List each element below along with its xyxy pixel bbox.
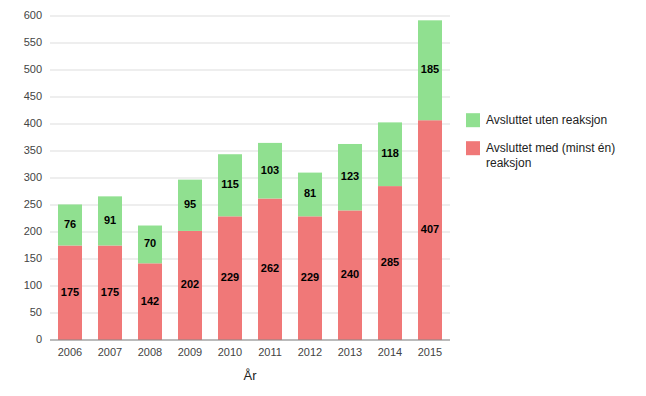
data-label: 240 — [341, 268, 359, 280]
grid-line — [50, 340, 450, 341]
chart-svg: 0501001502002503003504004505005506001751… — [0, 0, 646, 396]
chart-container: 0501001502002503003504004505005506001751… — [0, 0, 646, 396]
bar-segment — [298, 173, 322, 217]
y-tick-label: 400 — [24, 117, 42, 129]
bar-segment — [418, 20, 442, 120]
grid-line — [50, 70, 450, 71]
bar-segment — [378, 186, 402, 340]
data-label: 229 — [221, 271, 239, 283]
y-tick-label: 550 — [24, 36, 42, 48]
data-label: 95 — [184, 198, 196, 210]
bar-segment — [138, 263, 162, 340]
data-label: 142 — [141, 295, 159, 307]
data-label: 202 — [181, 278, 199, 290]
x-tick-label: 2010 — [218, 346, 242, 358]
data-label: 70 — [144, 237, 156, 249]
x-tick-label: 2008 — [138, 346, 162, 358]
grid-line — [50, 97, 450, 98]
legend: Avsluttet uten reaksjon Avsluttet med (mi… — [466, 113, 615, 170]
data-label: 229 — [301, 271, 319, 283]
bar-segment — [378, 122, 402, 186]
bar-segment — [298, 216, 322, 340]
data-labels: 175 175 142 202 229 262 229 240 285 407 76 91 70 95 11… — [61, 63, 439, 306]
bar-segment — [178, 231, 202, 340]
y-tick-label: 0 — [36, 333, 42, 345]
x-tick-label: 2014 — [378, 346, 402, 358]
y-tick-label: 250 — [24, 198, 42, 210]
x-tick-label: 2007 — [98, 346, 122, 358]
x-axis-label: År — [244, 368, 258, 383]
x-axis-line — [50, 340, 450, 341]
bar-segment — [58, 246, 82, 341]
x-tick-label: 2011 — [258, 346, 282, 358]
bar-segment — [98, 246, 122, 341]
y-tick-label: 350 — [24, 144, 42, 156]
x-tick-label: 2013 — [338, 346, 362, 358]
data-label: 407 — [421, 223, 439, 235]
data-label: 118 — [381, 147, 399, 159]
legend-label: Avsluttet med (minst én)reaksjon — [486, 141, 615, 170]
data-label: 285 — [381, 256, 399, 268]
y-tick-label: 100 — [24, 279, 42, 291]
bar-segment — [58, 204, 82, 245]
grid-line — [50, 16, 450, 17]
data-label: 175 — [101, 286, 119, 298]
legend-swatch — [466, 141, 480, 155]
grid-line — [50, 43, 450, 44]
data-label: 262 — [261, 262, 279, 274]
y-tick-label: 450 — [24, 90, 42, 102]
grid — [50, 16, 450, 340]
bar-segment — [218, 216, 242, 340]
y-tick-label: 200 — [24, 225, 42, 237]
data-label: 76 — [64, 218, 76, 230]
data-label: 103 — [261, 164, 279, 176]
bar-segment — [418, 120, 442, 340]
bar-segment — [258, 199, 282, 340]
data-label: 123 — [341, 170, 359, 182]
data-label: 115 — [221, 178, 239, 190]
bar-segment — [218, 154, 242, 216]
x-tick-label: 2015 — [418, 346, 442, 358]
y-tick-label: 50 — [30, 306, 42, 318]
bars — [58, 20, 442, 340]
data-label: 81 — [304, 187, 316, 199]
bar-segment — [338, 144, 362, 210]
legend-label: Avsluttet uten reaksjon — [486, 113, 607, 127]
y-tick-label: 150 — [24, 252, 42, 264]
x-tick-label: 2012 — [298, 346, 322, 358]
y-tick-label: 500 — [24, 63, 42, 75]
y-tick-label: 300 — [24, 171, 42, 183]
bar-segment — [98, 196, 122, 245]
x-tick-label: 2009 — [178, 346, 202, 358]
legend-swatch — [466, 113, 480, 127]
y-tick-label: 600 — [24, 9, 42, 21]
data-label: 185 — [421, 63, 439, 75]
data-label: 175 — [61, 286, 79, 298]
bar-segment — [338, 210, 362, 340]
data-label: 91 — [104, 214, 116, 226]
bar-segment — [178, 180, 202, 231]
bar-segment — [138, 226, 162, 264]
x-tick-label: 2006 — [58, 346, 82, 358]
bar-segment — [258, 143, 282, 199]
